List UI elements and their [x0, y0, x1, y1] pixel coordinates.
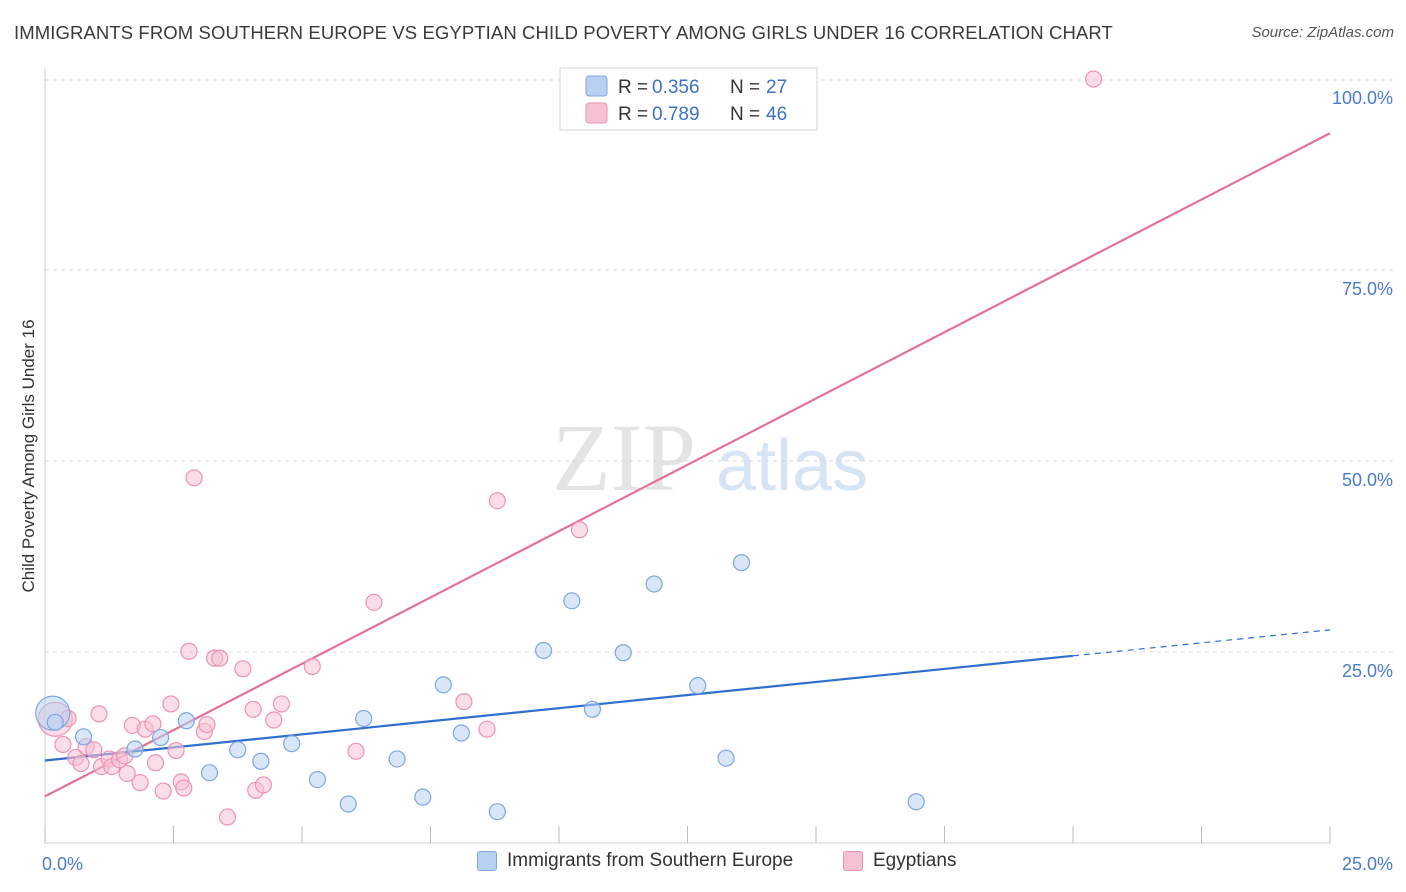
y-tick-label: 75.0% [1342, 279, 1393, 299]
bottom-legend-label-egyptians: Egyptians [873, 850, 957, 871]
southern-europe-point [907, 793, 925, 811]
egyptians-point [254, 776, 273, 794]
chart-title: IMMIGRANTS FROM SOUTHERN EUROPE VS EGYPT… [14, 22, 1113, 43]
legend-r-value-1: 0.356 [652, 77, 700, 98]
x-tick-label: 0.0% [42, 854, 83, 874]
southern-europe-point [229, 741, 247, 759]
watermark-atlas: atlas [716, 426, 868, 506]
egyptians-points [37, 70, 1103, 826]
southern-europe-point [488, 803, 506, 821]
egyptians-point [118, 764, 136, 783]
southern-europe-point [732, 554, 751, 572]
egyptians-point [167, 741, 185, 760]
southern-europe-point [583, 700, 602, 718]
legend: R = 0.356 N = 27 R = 0.789 N = 46 [559, 67, 818, 131]
egyptians-point [265, 711, 283, 729]
legend-r-label-1: R = [618, 77, 648, 98]
egyptians-point [72, 754, 90, 773]
legend-swatch-blue [585, 75, 608, 97]
y-axis-title: Child Poverty Among Girls Under 16 [19, 319, 38, 592]
egyptians-point [131, 774, 149, 792]
egyptians-point [162, 695, 180, 713]
southern-europe-point [152, 728, 170, 747]
legend-n-value-1: 27 [766, 77, 787, 98]
y-tick-label: 25.0% [1342, 661, 1393, 681]
egyptians-point [198, 715, 216, 734]
southern-europe-point [339, 795, 357, 813]
bottom-legend: Immigrants from Southern Europe Egyptian… [0, 850, 1406, 880]
bottom-legend-item-southern-europe: Immigrants from Southern Europe [477, 850, 793, 872]
watermark-zip: ZIP [552, 404, 696, 511]
southern-europe-point [563, 592, 581, 610]
egyptians-point [175, 779, 193, 797]
southern-europe-points [35, 554, 925, 821]
southern-europe-point [434, 676, 452, 694]
egyptians-point [211, 649, 229, 667]
legend-n-label-2: N = [730, 104, 760, 125]
egyptians-point [272, 695, 291, 713]
egyptians-point [303, 657, 321, 676]
y-tick-label: 100.0% [1332, 88, 1393, 108]
southern-europe-point [355, 709, 373, 728]
southern-europe-trend-line [44, 654, 1074, 762]
egyptians-trend-line [44, 132, 1331, 798]
x-tick-label: 25.0% [1342, 854, 1393, 874]
tick-labels: 25.0% 50.0% 75.0% 100.0% 0.0% 25.0% [42, 88, 1393, 874]
egyptians-point [146, 754, 165, 772]
source-credit: Source: ZipAtlas.com [1251, 24, 1394, 41]
southern-europe-point [283, 735, 301, 753]
southern-europe-point [46, 713, 64, 731]
bottom-legend-swatch-blue [477, 851, 497, 871]
watermark: ZIP atlas [552, 404, 868, 511]
egyptians-point [154, 782, 172, 800]
southern-europe-point [689, 677, 707, 695]
egyptians-point [244, 700, 262, 718]
southern-europe-point [614, 644, 632, 662]
egyptians-point [1084, 70, 1103, 88]
egyptians-point [455, 693, 473, 711]
southern-europe-point [200, 764, 219, 782]
trend-lines [44, 132, 1331, 798]
egyptians-point [85, 741, 103, 759]
southern-europe-point [74, 728, 93, 746]
legend-n-value-2: 46 [766, 104, 787, 125]
southern-europe-point [126, 740, 144, 758]
egyptians-point [185, 469, 203, 487]
bottom-legend-item-egyptians: Egyptians [843, 850, 956, 872]
legend-swatch-pink [585, 102, 608, 124]
egyptians-point [488, 492, 506, 510]
legend-r-label-2: R = [618, 104, 648, 125]
legend-r-value-2: 0.789 [652, 104, 700, 125]
egyptians-point [478, 720, 496, 738]
egyptians-point [218, 808, 237, 826]
egyptians-point [570, 521, 589, 539]
southern-europe-point [534, 641, 553, 660]
southern-europe-point [252, 752, 270, 770]
egyptians-point [347, 742, 365, 760]
southern-europe-point [452, 724, 470, 742]
southern-europe-point [717, 749, 735, 767]
southern-europe-trend-extension [1072, 629, 1331, 657]
egyptians-point [234, 660, 252, 678]
egyptians-point [144, 715, 162, 733]
egyptians-point [90, 705, 108, 723]
bottom-legend-label-southern-europe: Immigrants from Southern Europe [507, 850, 794, 871]
gridlines [45, 79, 1394, 653]
southern-europe-point [177, 712, 195, 730]
egyptians-point [54, 735, 72, 754]
egyptians-point [365, 593, 383, 611]
southern-europe-point [414, 788, 432, 806]
y-tick-label: 50.0% [1342, 470, 1393, 490]
bottom-legend-swatch-pink [843, 851, 863, 871]
southern-europe-point [308, 770, 327, 789]
southern-europe-point [645, 575, 663, 593]
legend-n-label-1: N = [730, 77, 760, 98]
egyptians-point [180, 642, 198, 660]
southern-europe-point [388, 750, 406, 768]
